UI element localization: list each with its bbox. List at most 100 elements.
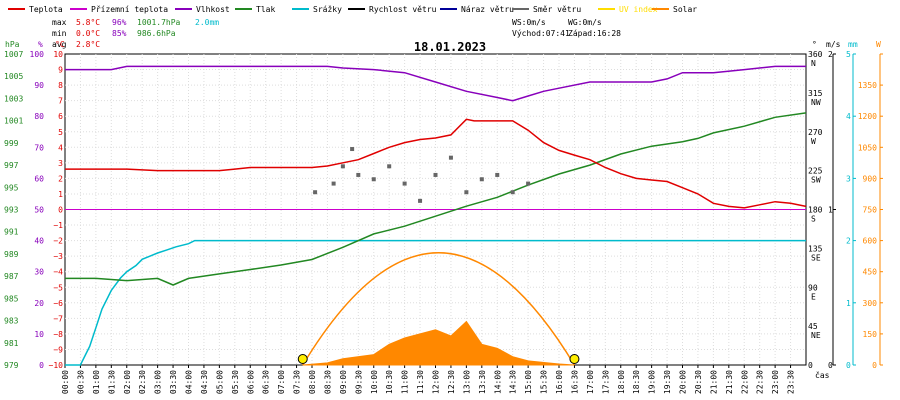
stats-max-press: 1001.7hPa xyxy=(137,18,181,27)
tick-label-hpa: 1007 xyxy=(4,50,23,59)
stats-max-hum: 96% xyxy=(112,18,127,27)
tick-label-mm: 0 xyxy=(846,361,851,370)
stats-avg-temp: 2.8°C xyxy=(76,40,100,49)
wind-direction-point xyxy=(418,198,423,203)
sunset-marker xyxy=(569,354,580,364)
axis-unit-temp: °C xyxy=(55,40,65,49)
tick-label-time: 23:00 xyxy=(771,370,780,394)
tick-label-time: 20:30 xyxy=(694,370,703,394)
tick-label-time: 20:00 xyxy=(679,370,688,394)
stats-min-hum: 85% xyxy=(112,29,127,38)
stats-max-temp: 5.8°C xyxy=(76,18,100,27)
wind-direction-point xyxy=(479,177,484,182)
tick-label-time: 14:00 xyxy=(493,370,502,394)
tick-label-time: 02:30 xyxy=(138,370,147,394)
tick-label-hpa: 1003 xyxy=(4,94,23,103)
tick-label-temp: −5 xyxy=(53,283,63,292)
stats-max-label: max xyxy=(52,18,67,27)
tick-label-time: 07:30 xyxy=(293,370,302,394)
sunrise-marker xyxy=(297,354,308,364)
tick-label-time: 19:30 xyxy=(663,370,672,394)
tick-label-time: 12:30 xyxy=(447,370,456,394)
tick-label-time: 00:30 xyxy=(76,370,85,394)
tick-label-humidity: 20 xyxy=(34,299,44,308)
tick-label-mm: 1 xyxy=(846,299,851,308)
tick-label-hpa: 1001 xyxy=(4,117,23,126)
tick-label-time: 18:30 xyxy=(632,370,641,394)
tick-label-time: 02:00 xyxy=(123,370,132,394)
wind-direction-point xyxy=(331,181,336,186)
tick-label-hpa: 993 xyxy=(4,206,19,215)
wind-direction-point xyxy=(433,172,438,177)
tick-label-dir: 225 xyxy=(808,167,823,176)
tick-label-mm: 4 xyxy=(846,112,851,121)
wind-info: WS:0m/s WG:0m/s Východ:07:41 Západ:16:28 xyxy=(512,18,621,38)
wind-direction-point xyxy=(356,172,361,177)
legend-label: Směr větru xyxy=(533,5,581,14)
wind-direction-point xyxy=(510,190,515,195)
wind-direction-point xyxy=(371,177,376,182)
tick-label-dir-name: NW xyxy=(811,98,821,107)
tick-label-dir-name: S xyxy=(811,215,816,224)
tick-label-time: 06:00 xyxy=(246,370,255,394)
tick-label-dir: 0 xyxy=(808,361,813,370)
tick-label-time: 22:30 xyxy=(756,370,765,394)
legend-label: Solar xyxy=(673,5,697,14)
tick-label-time: 05:00 xyxy=(215,370,224,394)
tick-label-time: 03:30 xyxy=(169,370,178,394)
tick-label-temp: −9 xyxy=(53,345,63,354)
axis-unit-w: W xyxy=(876,40,881,49)
tick-label-temp: 4 xyxy=(58,143,63,152)
tick-label-time: 09:00 xyxy=(339,370,348,394)
tick-label-hpa: 983 xyxy=(4,317,19,326)
tick-label-humidity: 50 xyxy=(34,206,44,215)
tick-label-time: 08:30 xyxy=(323,370,332,394)
tick-label-time: 17:30 xyxy=(601,370,610,394)
tick-label-time: 10:00 xyxy=(370,370,379,394)
tick-label-dir: 315 xyxy=(808,89,823,98)
tick-label-time: 11:30 xyxy=(416,370,425,394)
tick-label-hpa: 995 xyxy=(4,183,19,192)
tick-label-temp: 10 xyxy=(53,50,63,59)
tick-label-hpa: 991 xyxy=(4,228,19,237)
tick-label-w: 150 xyxy=(863,330,878,339)
tick-label-humidity: 0 xyxy=(39,361,44,370)
tick-label-w: 1350 xyxy=(858,81,877,90)
tick-label-temp: 5 xyxy=(58,128,63,137)
tick-label-temp: −10 xyxy=(49,361,64,370)
tick-label-time: 21:30 xyxy=(725,370,734,394)
stats-min-press: 986.6hPa xyxy=(137,29,176,38)
tick-label-time: 19:00 xyxy=(648,370,657,394)
tick-label-time: 01:30 xyxy=(107,370,116,394)
tick-label-time: 13:30 xyxy=(478,370,487,394)
tick-label-temp: 9 xyxy=(58,66,63,75)
legend-label: Srážky xyxy=(313,5,342,14)
series-pressure xyxy=(65,112,807,286)
tick-label-w: 1200 xyxy=(858,112,877,121)
legend-label: Náraz větru xyxy=(461,5,514,14)
tick-label-temp: 3 xyxy=(58,159,63,168)
tick-label-time: 08:00 xyxy=(308,370,317,394)
chart-title: 18.01.2023 xyxy=(414,40,486,54)
tick-label-humidity: 80 xyxy=(34,112,44,121)
legend-label: Tlak xyxy=(256,5,275,14)
tick-label-dir: 90 xyxy=(808,283,818,292)
tick-label-temp: 0 xyxy=(58,206,63,215)
tick-label-mm: 3 xyxy=(846,174,851,183)
axis-unit-dir: ° xyxy=(812,40,817,49)
tick-label-time: 05:30 xyxy=(231,370,240,394)
tick-label-time: 04:30 xyxy=(200,370,209,394)
tick-label-temp: −2 xyxy=(53,237,63,246)
axis-unit-hpa: hPa xyxy=(5,40,20,49)
axis-unit-mm: mm xyxy=(848,40,858,49)
tick-label-dir-name: SE xyxy=(811,253,821,262)
tick-label-temp: 2 xyxy=(58,174,63,183)
stats-max-rain: 2.0mm xyxy=(195,18,219,27)
tick-label-hpa: 987 xyxy=(4,272,19,281)
tick-label-temp: −3 xyxy=(53,252,63,261)
wind-direction-point xyxy=(448,155,453,160)
sunrise-time: Východ:07:41 xyxy=(512,29,570,38)
tick-label-humidity: 100 xyxy=(30,50,45,59)
legend-label: Přízemní teplota xyxy=(91,5,168,14)
sun-path-arc xyxy=(302,252,576,366)
